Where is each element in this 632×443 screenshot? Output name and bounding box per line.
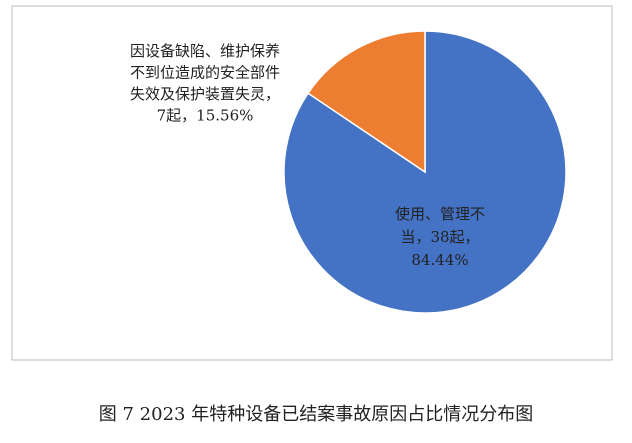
data-label: 当，38起， (400, 228, 479, 246)
data-label: 因设备缺陷、维护保养 (130, 42, 280, 60)
data-label: 不到位造成的安全部件 (130, 64, 280, 82)
data-label: 使用、管理不 (395, 205, 485, 223)
data-label: 84.44% (411, 251, 468, 269)
pie-slice (307, 30, 426, 174)
data-label: 失效及保护装置失灵， (130, 85, 280, 103)
caption: 图 7 2023 年特种设备已结案事故原因占比情况分布图 (99, 404, 533, 425)
data-label: 7起，15.56% (157, 107, 254, 125)
